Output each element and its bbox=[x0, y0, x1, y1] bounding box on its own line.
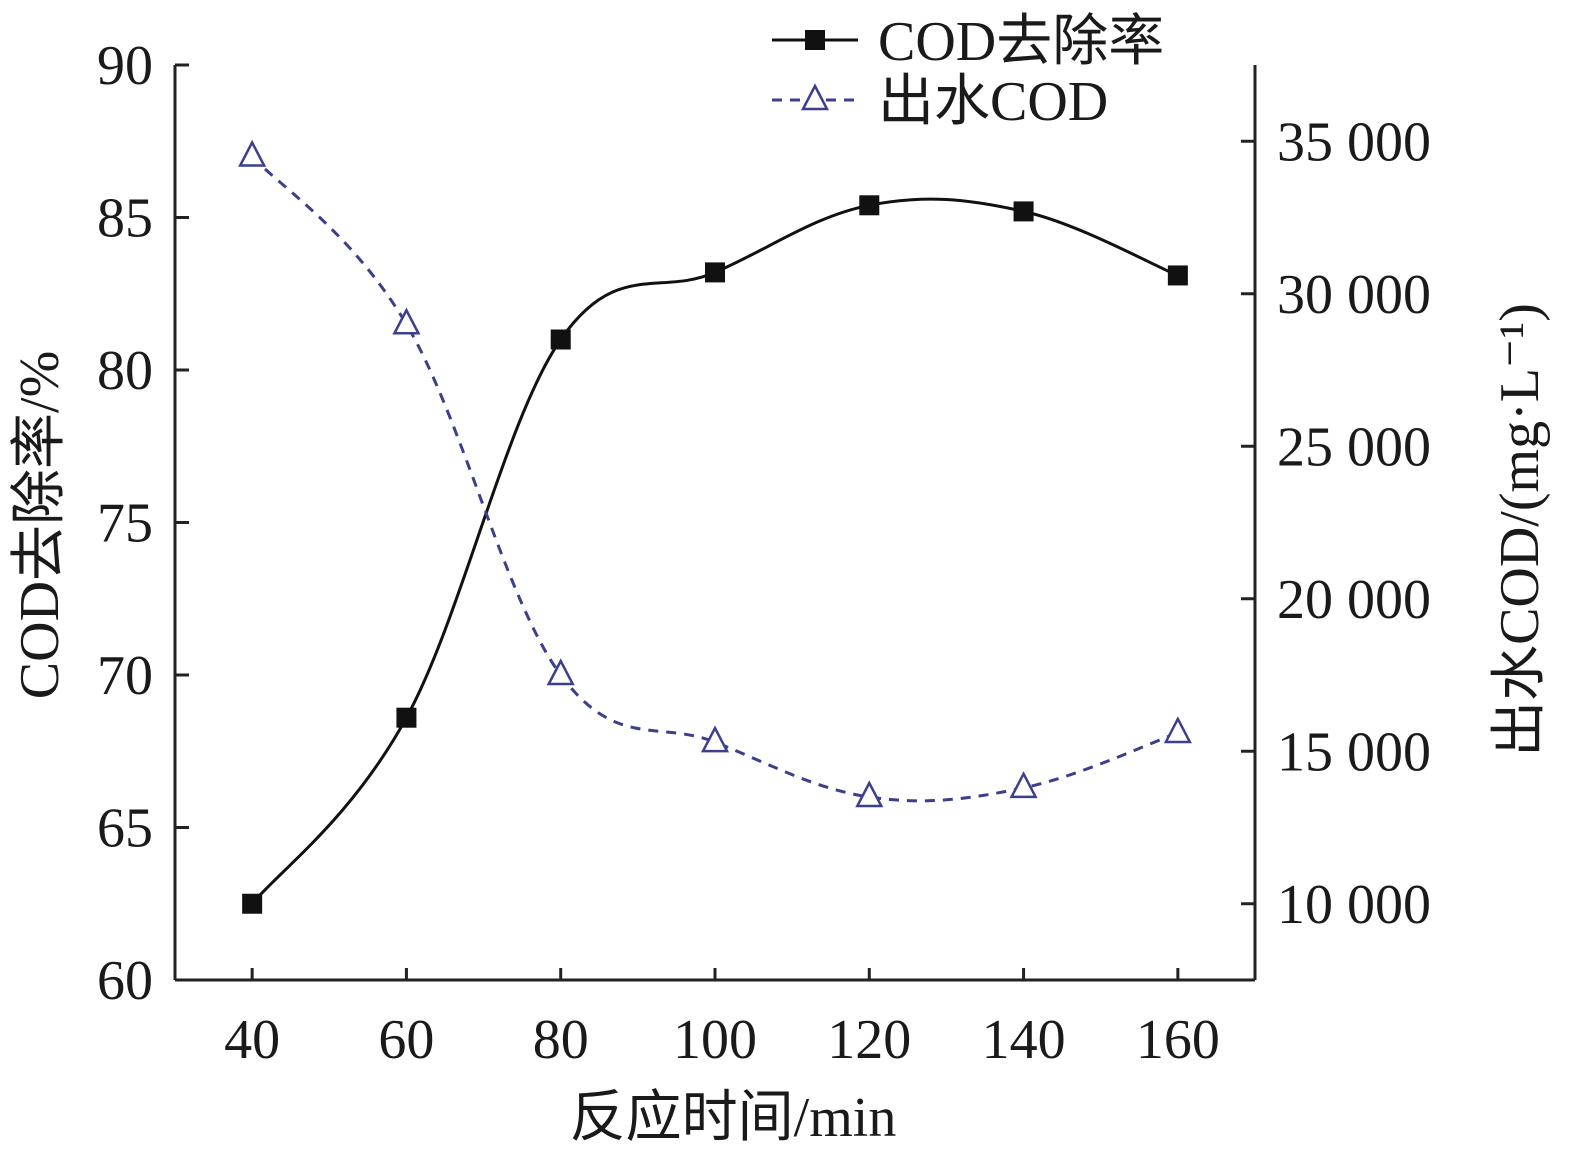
right-y-axis-title: 出水COD/(mg·L⁻¹) bbox=[1489, 303, 1551, 757]
cod-removal-marker bbox=[396, 707, 417, 728]
x-tick-label: 40 bbox=[224, 1009, 280, 1071]
legend-effluent-cod-marker bbox=[800, 83, 830, 111]
effluent-cod-line bbox=[251, 155, 1179, 803]
x-tick-label: 140 bbox=[982, 1009, 1066, 1071]
cod-removal-marker bbox=[242, 893, 263, 914]
effluent-cod-marker bbox=[855, 780, 884, 808]
x-tick-label: 120 bbox=[827, 1009, 911, 1071]
left-y-tick-label: 60 bbox=[97, 950, 153, 1012]
effluent-cod-marker bbox=[1009, 771, 1038, 799]
right-y-tick-label: 10 000 bbox=[1277, 874, 1431, 936]
right-y-tick-label: 25 000 bbox=[1277, 416, 1431, 478]
effluent-cod-marker bbox=[1163, 716, 1192, 744]
legend-effluent-cod-label: 出水COD bbox=[878, 71, 1108, 133]
x-tick-label: 100 bbox=[673, 1009, 757, 1071]
right-y-tick-label: 30 000 bbox=[1277, 264, 1431, 326]
effluent-cod-marker bbox=[392, 307, 421, 335]
right-y-tick-label: 20 000 bbox=[1277, 569, 1431, 631]
series-markers-group bbox=[238, 139, 1192, 914]
left-y-tick-label: 75 bbox=[97, 493, 153, 555]
left-y-tick-label: 65 bbox=[97, 798, 153, 860]
x-tick-label: 80 bbox=[533, 1009, 589, 1071]
cod-removal-line bbox=[250, 197, 1179, 905]
legend-cod-removal-marker bbox=[805, 30, 825, 50]
cod-removal-marker bbox=[1167, 265, 1188, 286]
right-y-tick-label: 15 000 bbox=[1277, 721, 1431, 783]
x-tick-label: 60 bbox=[378, 1009, 434, 1071]
left-y-tick-label: 80 bbox=[97, 340, 153, 402]
x-tick-label: 160 bbox=[1136, 1009, 1220, 1071]
axes-group: 40 60 80 100 120 140 160 60 65 70 75 80 85 90 10 000 15… bbox=[97, 35, 1431, 1071]
cod-removal-marker bbox=[550, 329, 571, 350]
left-y-tick-label: 70 bbox=[97, 645, 153, 707]
x-axis-title: 反应时间/min bbox=[570, 1087, 897, 1149]
cod-removal-marker bbox=[859, 195, 880, 216]
left-y-tick-label: 85 bbox=[97, 188, 153, 250]
cod-removal-marker bbox=[1013, 201, 1034, 222]
left-y-tick-label: 90 bbox=[97, 35, 153, 97]
cod-removal-marker bbox=[705, 262, 725, 283]
effluent-cod-marker bbox=[700, 725, 730, 753]
effluent-cod-marker bbox=[238, 139, 267, 167]
right-y-tick-label: 35 000 bbox=[1277, 111, 1431, 173]
effluent-cod-marker bbox=[546, 658, 575, 686]
left-y-axis-title: COD去除率/% bbox=[9, 351, 71, 699]
legend-cod-removal-label: COD去除率 bbox=[878, 11, 1164, 73]
